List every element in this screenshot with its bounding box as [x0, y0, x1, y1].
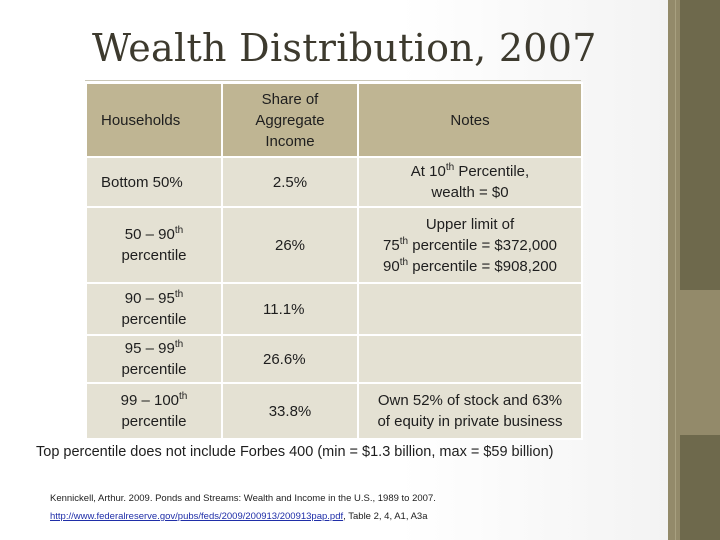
notes-sup: th	[445, 162, 455, 173]
notes-text: At 10	[410, 163, 446, 180]
household-cell: 99 – 100th percentile	[85, 382, 223, 440]
household-label: 50 – 90th	[91, 224, 217, 245]
household-cell: 50 – 90th percentile	[85, 206, 223, 284]
notes-text: wealth = $0	[431, 184, 509, 201]
notes-line: wealth = $0	[363, 182, 577, 203]
notes-text: Upper limit of	[425, 215, 515, 233]
notes-line: Upper limit of	[363, 214, 577, 235]
table-row: 50 – 90th percentile 26% Upper limit of …	[85, 206, 583, 284]
household-range: 95 – 99	[124, 340, 175, 357]
table-row: 99 – 100th percentile 33.8% Own 52% of s…	[85, 382, 583, 440]
share-cell: 26.6%	[221, 334, 359, 384]
side-block-bottom	[680, 435, 720, 540]
household-cell: Bottom 50%	[85, 156, 223, 208]
notes-text: 75	[383, 236, 400, 254]
household-range: 50 – 90	[124, 226, 175, 243]
notes-cell	[357, 334, 583, 384]
notes-line: 90th percentile = $908,200	[363, 256, 577, 277]
household-label: 99 – 100th	[91, 390, 217, 411]
household-label: Bottom 50%	[101, 173, 183, 191]
notes-line: At 10th Percentile,	[363, 161, 577, 182]
household-suffix: percentile	[121, 311, 187, 328]
citation-link[interactable]: http://www.federalreserve.gov/pubs/feds/…	[50, 511, 344, 522]
household-sup: th	[174, 225, 184, 236]
table-row: 90 – 95th percentile 11.1%	[85, 282, 583, 336]
share-cell: 33.8%	[221, 382, 359, 440]
notes-text: Percentile,	[454, 163, 530, 180]
notes-sup: th	[399, 235, 409, 247]
side-block-top	[680, 0, 720, 290]
header-households: Households	[85, 82, 223, 158]
household-cell: 95 – 99th percentile	[85, 334, 223, 384]
notes-cell	[357, 282, 583, 336]
header-share: Share of Aggregate Income	[221, 82, 359, 158]
side-line	[675, 0, 676, 540]
notes-line: of equity in private business	[377, 413, 563, 430]
household-sup: th	[179, 391, 188, 402]
notes-line: Own 52% of stock and 63%	[377, 392, 563, 409]
household-range: 90 – 95	[124, 290, 175, 307]
household-sup: th	[174, 289, 184, 300]
share-cell: 11.1%	[221, 282, 359, 336]
page-title: Wealth Distribution, 2007	[92, 26, 597, 70]
share-cell: 26%	[221, 206, 359, 284]
citation-tables: , Table 2, 4, A1, A3a	[343, 511, 428, 522]
notes-text: 90	[383, 257, 400, 275]
notes-line: 75th percentile = $372,000	[363, 235, 577, 256]
household-label: 95 – 99th	[91, 338, 217, 359]
household-suffix: percentile	[121, 413, 187, 430]
footnote: Top percentile does not include Forbes 4…	[36, 444, 554, 460]
citation: Kennickell, Arthur. 2009. Ponds and Stre…	[50, 490, 610, 526]
title-rule	[85, 80, 581, 81]
household-label: 90 – 95th	[91, 288, 217, 309]
household-suffix: percentile	[121, 361, 187, 378]
header-notes: Notes	[357, 82, 583, 158]
notes-cell: At 10th Percentile, wealth = $0	[357, 156, 583, 208]
table-row: Bottom 50% 2.5% At 10th Percentile, weal…	[85, 156, 583, 208]
household-cell: 90 – 95th percentile	[85, 282, 223, 336]
household-suffix: percentile	[121, 247, 187, 264]
notes-sup: th	[399, 256, 409, 268]
citation-text: Kennickell, Arthur. 2009. Ponds and Stre…	[50, 493, 436, 504]
table-header-row: Households Share of Aggregate Income Not…	[85, 82, 583, 158]
notes-text: percentile = $372,000	[408, 236, 557, 254]
share-cell: 2.5%	[221, 156, 359, 208]
notes-cell: Upper limit of 75th percentile = $372,00…	[357, 206, 583, 284]
header-share-label: Share of Aggregate Income	[255, 90, 325, 150]
household-range: 99 – 100	[120, 392, 180, 409]
notes-cell: Own 52% of stock and 63% of equity in pr…	[357, 382, 583, 440]
citation-source: http://www.federalreserve.gov/pubs/feds/…	[50, 508, 610, 526]
household-sup: th	[174, 339, 184, 350]
notes-text: percentile = $908,200	[408, 257, 557, 275]
wealth-table: Households Share of Aggregate Income Not…	[85, 82, 583, 440]
table-row: 95 – 99th percentile 26.6%	[85, 334, 583, 384]
